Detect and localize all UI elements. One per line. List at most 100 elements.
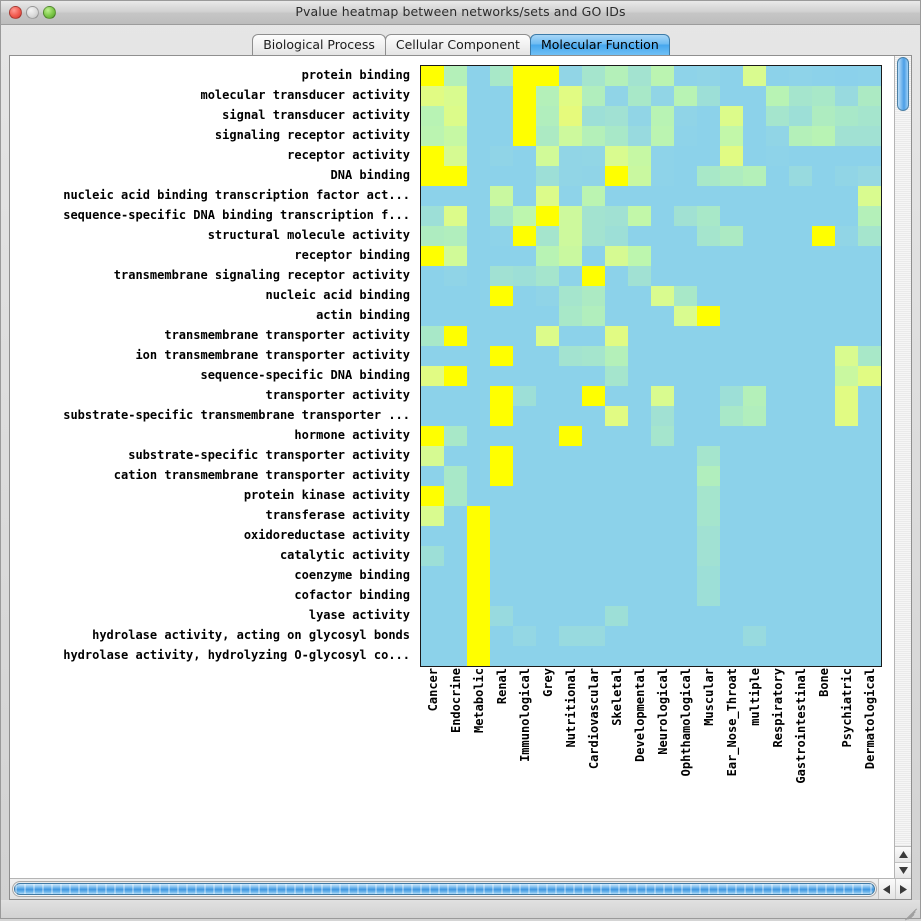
heatmap-cell[interactable]	[490, 206, 513, 226]
heatmap-cell[interactable]	[835, 266, 858, 286]
heatmap-cell[interactable]	[835, 506, 858, 526]
heatmap-cell[interactable]	[490, 586, 513, 606]
heatmap-cell[interactable]	[743, 606, 766, 626]
heatmap-cell[interactable]	[444, 586, 467, 606]
heatmap-cell[interactable]	[467, 246, 490, 266]
heatmap-cell[interactable]	[789, 446, 812, 466]
heatmap-cell[interactable]	[651, 526, 674, 546]
heatmap-cell[interactable]	[582, 326, 605, 346]
heatmap-cell[interactable]	[835, 606, 858, 626]
heatmap-cell[interactable]	[467, 426, 490, 446]
heatmap-cell[interactable]	[444, 426, 467, 446]
heatmap-cell[interactable]	[467, 286, 490, 306]
heatmap-cell[interactable]	[651, 286, 674, 306]
heatmap-cell[interactable]	[697, 426, 720, 446]
heatmap-cell[interactable]	[628, 246, 651, 266]
heatmap-cell[interactable]	[467, 166, 490, 186]
heatmap-cell[interactable]	[467, 526, 490, 546]
heatmap-cell[interactable]	[720, 346, 743, 366]
heatmap-cell[interactable]	[812, 286, 835, 306]
heatmap-cell[interactable]	[513, 66, 536, 86]
heatmap-cell[interactable]	[490, 226, 513, 246]
heatmap-cell[interactable]	[789, 486, 812, 506]
heatmap-cell[interactable]	[858, 646, 881, 666]
heatmap-cell[interactable]	[674, 426, 697, 446]
heatmap-cell[interactable]	[743, 286, 766, 306]
heatmap-cell[interactable]	[628, 86, 651, 106]
heatmap-cell[interactable]	[628, 226, 651, 246]
heatmap-cell[interactable]	[444, 366, 467, 386]
heatmap-cell[interactable]	[444, 306, 467, 326]
heatmap-cell[interactable]	[766, 266, 789, 286]
scroll-right-arrow-icon[interactable]	[894, 879, 911, 899]
heatmap-cell[interactable]	[467, 546, 490, 566]
heatmap-cell[interactable]	[444, 506, 467, 526]
heatmap-cell[interactable]	[536, 246, 559, 266]
heatmap-cell[interactable]	[766, 526, 789, 546]
heatmap-cell[interactable]	[835, 466, 858, 486]
heatmap-cell[interactable]	[858, 566, 881, 586]
heatmap-cell[interactable]	[490, 86, 513, 106]
heatmap-cell[interactable]	[605, 106, 628, 126]
heatmap-cell[interactable]	[651, 346, 674, 366]
heatmap-cell[interactable]	[490, 446, 513, 466]
heatmap-cell[interactable]	[651, 606, 674, 626]
heatmap-cell[interactable]	[605, 446, 628, 466]
heatmap-cell[interactable]	[444, 186, 467, 206]
heatmap-cell[interactable]	[766, 66, 789, 86]
heatmap-cell[interactable]	[858, 286, 881, 306]
tab-molecular-function[interactable]: Molecular Function	[529, 34, 670, 55]
heatmap-cell[interactable]	[766, 186, 789, 206]
heatmap-cell[interactable]	[674, 366, 697, 386]
heatmap-cell[interactable]	[444, 626, 467, 646]
heatmap-cell[interactable]	[674, 586, 697, 606]
heatmap-cell[interactable]	[835, 126, 858, 146]
heatmap-cell[interactable]	[582, 446, 605, 466]
heatmap-cell[interactable]	[582, 566, 605, 586]
heatmap-cell[interactable]	[490, 566, 513, 586]
heatmap-cell[interactable]	[743, 426, 766, 446]
heatmap-cell[interactable]	[513, 346, 536, 366]
heatmap-cell[interactable]	[559, 486, 582, 506]
heatmap-cell[interactable]	[858, 326, 881, 346]
heatmap-cell[interactable]	[697, 326, 720, 346]
heatmap-cell[interactable]	[559, 86, 582, 106]
heatmap-cell[interactable]	[582, 506, 605, 526]
heatmap-cell[interactable]	[697, 246, 720, 266]
heatmap-cell[interactable]	[582, 386, 605, 406]
heatmap-cell[interactable]	[651, 646, 674, 666]
heatmap-cell[interactable]	[720, 246, 743, 266]
heatmap-cell[interactable]	[490, 466, 513, 486]
heatmap-cell[interactable]	[720, 406, 743, 426]
heatmap-cell[interactable]	[697, 146, 720, 166]
heatmap-cell[interactable]	[421, 286, 444, 306]
heatmap-cell[interactable]	[858, 86, 881, 106]
heatmap-cell[interactable]	[559, 166, 582, 186]
heatmap-cell[interactable]	[812, 446, 835, 466]
heatmap-cell[interactable]	[789, 66, 812, 86]
heatmap-cell[interactable]	[789, 126, 812, 146]
heatmap-cell[interactable]	[766, 466, 789, 486]
heatmap-cell[interactable]	[467, 626, 490, 646]
heatmap-cell[interactable]	[720, 266, 743, 286]
heatmap-cell[interactable]	[421, 566, 444, 586]
heatmap-cell[interactable]	[743, 86, 766, 106]
heatmap-cell[interactable]	[858, 626, 881, 646]
heatmap-cell[interactable]	[559, 186, 582, 206]
heatmap-cell[interactable]	[812, 506, 835, 526]
heatmap-cell[interactable]	[697, 546, 720, 566]
heatmap-cell[interactable]	[605, 626, 628, 646]
heatmap-cell[interactable]	[697, 466, 720, 486]
heatmap-cell[interactable]	[536, 106, 559, 126]
heatmap-cell[interactable]	[651, 546, 674, 566]
heatmap-cell[interactable]	[674, 466, 697, 486]
heatmap-cell[interactable]	[674, 566, 697, 586]
heatmap-cell[interactable]	[651, 326, 674, 346]
heatmap-cell[interactable]	[789, 326, 812, 346]
heatmap-cell[interactable]	[513, 286, 536, 306]
heatmap-grid[interactable]	[420, 65, 882, 667]
heatmap-cell[interactable]	[812, 386, 835, 406]
heatmap-cell[interactable]	[582, 306, 605, 326]
heatmap-cell[interactable]	[858, 486, 881, 506]
heatmap-cell[interactable]	[628, 286, 651, 306]
